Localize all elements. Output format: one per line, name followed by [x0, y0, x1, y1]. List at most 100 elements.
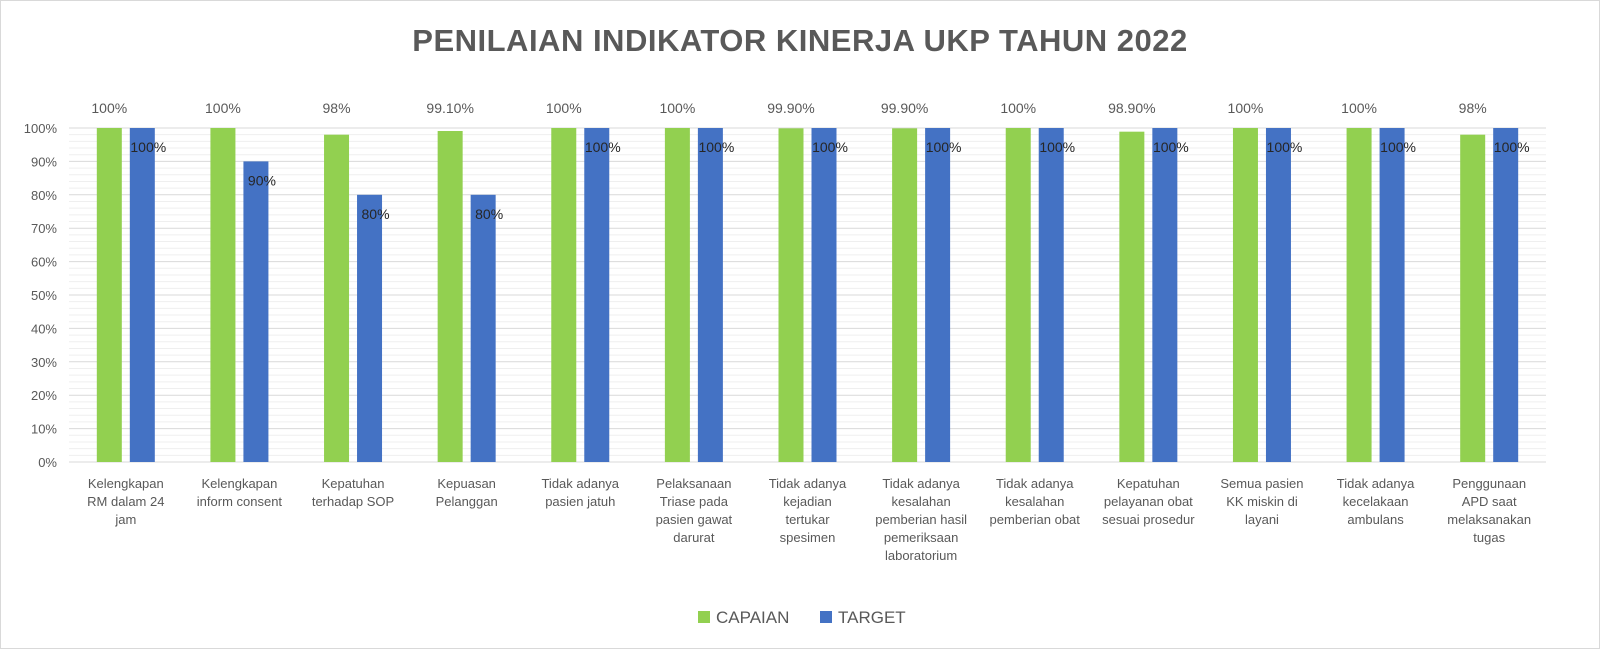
legend-swatch-capaian	[698, 611, 710, 623]
category-label: layani	[1245, 512, 1279, 527]
bar-capaian	[551, 128, 577, 462]
bar-capaian	[1005, 128, 1031, 462]
y-tick-label: 70%	[31, 221, 57, 236]
category-label: melaksanakan	[1447, 512, 1531, 527]
category-label: Kepatuhan	[1117, 476, 1180, 491]
axis-layer: 0% 10% 20% 30% 40% 50% 60% 70% 80% 90% 100% Kelengk…	[24, 121, 1531, 563]
category-label: tugas	[1473, 530, 1505, 545]
bar-target	[129, 128, 155, 462]
data-label-capaian: 100%	[1341, 100, 1377, 116]
data-label-capaian: 98%	[323, 100, 351, 116]
data-label-capaian: 99.90%	[767, 100, 814, 116]
category-label: Tidak adanya	[1337, 476, 1415, 491]
category-label: Kepuasan	[437, 476, 496, 491]
category-label: terhadap SOP	[312, 494, 394, 509]
bar-target	[925, 128, 951, 462]
bar-target	[1038, 128, 1064, 462]
legend-label-target: TARGET	[838, 608, 906, 627]
data-label-capaian: 99.90%	[881, 100, 928, 116]
bar-capaian	[210, 128, 236, 462]
bar-target	[584, 128, 610, 462]
data-label-capaian: 99.10%	[426, 100, 473, 116]
data-label-target: 100%	[1380, 139, 1416, 155]
legend: CAPAIAN TARGET	[698, 608, 906, 627]
data-label-capaian: 100%	[659, 100, 695, 116]
category-label: jam	[114, 512, 136, 527]
category-label: Kepatuhan	[322, 476, 385, 491]
y-tick-label: 100%	[24, 121, 58, 136]
bar-target	[243, 161, 269, 462]
data-label-target: 100%	[130, 139, 166, 155]
category-label: Pelanggan	[436, 494, 498, 509]
data-label-target: 100%	[926, 139, 962, 155]
data-label-capaian: 98.90%	[1108, 100, 1155, 116]
y-tick-label: 20%	[31, 388, 57, 403]
bar-target	[1152, 128, 1178, 462]
grid-layer	[69, 127, 1546, 463]
data-label-target: 100%	[1494, 139, 1530, 155]
bar-target	[1379, 128, 1405, 462]
data-label-target: 80%	[475, 206, 503, 222]
bar-capaian	[1119, 131, 1145, 462]
data-label-capaian: 100%	[546, 100, 582, 116]
category-label: pemberian obat	[990, 512, 1081, 527]
data-label-target: 100%	[1153, 139, 1189, 155]
bar-target	[470, 194, 496, 463]
y-tick-label: 10%	[31, 422, 57, 437]
data-label-target: 100%	[585, 139, 621, 155]
category-label: Penggunaan	[1452, 476, 1526, 491]
category-label: pemberian hasil	[875, 512, 967, 527]
bar-target	[811, 128, 837, 462]
bar-capaian	[1346, 128, 1372, 462]
category-label: Kelengkapan	[88, 476, 164, 491]
data-label-target: 100%	[698, 139, 734, 155]
category-label: Triase pada	[660, 494, 729, 509]
y-tick-label: 90%	[31, 154, 57, 169]
category-label: APD saat	[1462, 494, 1517, 509]
category-label: pasien gawat	[656, 512, 733, 527]
legend-swatch-target	[820, 611, 832, 623]
category-label: kesalahan	[1005, 494, 1064, 509]
y-tick-label: 40%	[31, 321, 57, 336]
category-label: inform consent	[197, 494, 283, 509]
category-label: spesimen	[780, 530, 836, 545]
category-label: Semua pasien	[1220, 476, 1303, 491]
y-tick-label: 0%	[38, 455, 57, 470]
legend-label-capaian: CAPAIAN	[716, 608, 789, 627]
category-label: Kelengkapan	[201, 476, 277, 491]
category-label: kesalahan	[891, 494, 950, 509]
y-tick-label: 60%	[31, 255, 57, 270]
category-label: Tidak adanya	[996, 476, 1074, 491]
data-label-target: 80%	[362, 206, 390, 222]
data-label-target: 100%	[812, 139, 848, 155]
category-label: darurat	[673, 530, 715, 545]
category-label: laboratorium	[885, 548, 957, 563]
bar-capaian	[96, 128, 122, 462]
data-label-capaian: 98%	[1459, 100, 1487, 116]
bar-target	[1493, 128, 1519, 462]
category-label: kecelakaan	[1343, 494, 1409, 509]
category-label: pelayanan obat	[1104, 494, 1193, 509]
category-label: Tidak adanya	[769, 476, 847, 491]
bars-layer	[96, 128, 1519, 463]
category-label: KK miskin di	[1226, 494, 1298, 509]
data-labels-layer: 100% 100% 100% 90% 98% 80% 99.10% 80% 100% 100% 10…	[91, 100, 1529, 222]
data-label-capaian: 100%	[1228, 100, 1264, 116]
data-label-target: 100%	[1267, 139, 1303, 155]
data-label-capaian: 100%	[1000, 100, 1036, 116]
y-tick-label: 30%	[31, 355, 57, 370]
bar-capaian	[1460, 134, 1486, 462]
category-label: RM dalam 24	[87, 494, 164, 509]
data-label-target: 90%	[248, 172, 276, 188]
y-tick-label: 80%	[31, 188, 57, 203]
category-label: ambulans	[1347, 512, 1404, 527]
category-label: Pelaksanaan	[656, 476, 731, 491]
data-label-target: 100%	[1039, 139, 1075, 155]
data-label-capaian: 100%	[91, 100, 127, 116]
category-label: kejadian	[783, 494, 831, 509]
bar-capaian	[664, 128, 690, 462]
category-label: pemeriksaan	[884, 530, 958, 545]
category-label: tertukar	[785, 512, 830, 527]
